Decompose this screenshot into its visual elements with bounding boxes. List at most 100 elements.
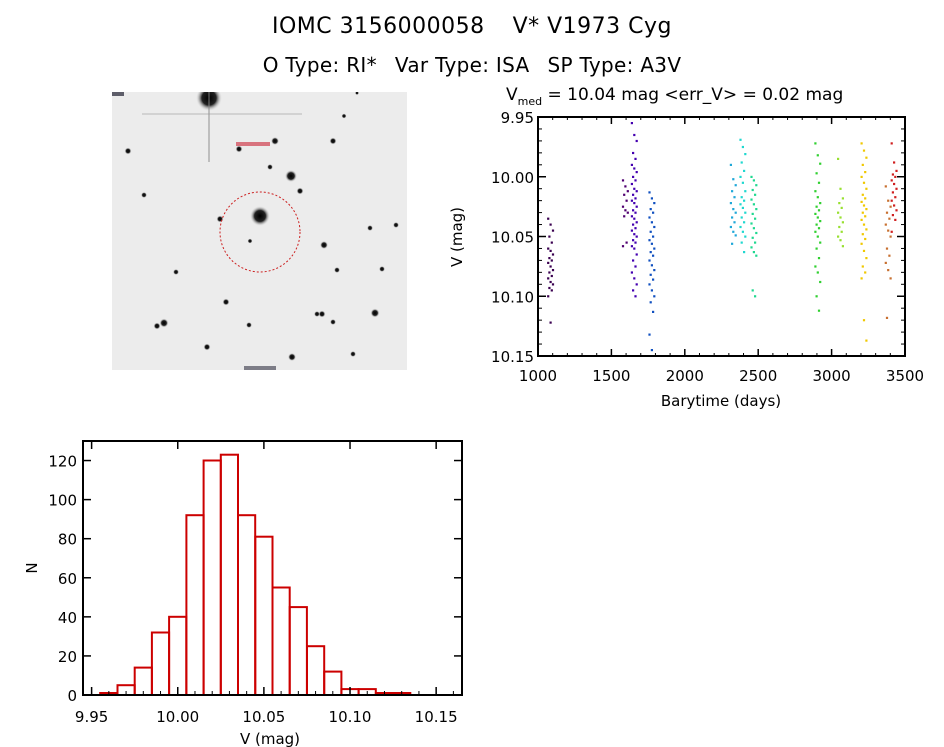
lc-point (634, 197, 637, 200)
hist-ytick-label: 100 (48, 492, 77, 510)
lc-point (750, 222, 753, 225)
star (393, 222, 399, 228)
lc-point (888, 254, 891, 257)
hist-bar (168, 615, 188, 696)
lc-point (893, 204, 896, 207)
star (318, 310, 326, 318)
lc-point (860, 175, 863, 178)
lc-point (817, 181, 821, 184)
lc-point (733, 196, 736, 199)
hist-bar (150, 631, 171, 696)
lc-point (650, 264, 653, 267)
lc-point (814, 142, 817, 145)
hist-xtick-label: 9.95 (75, 708, 108, 726)
lc-point (732, 208, 735, 211)
lc-point (861, 193, 864, 196)
lc-point (632, 193, 635, 196)
lc-point (890, 199, 893, 202)
lc-point (633, 167, 636, 170)
star (370, 308, 380, 318)
lc-point (861, 163, 864, 166)
lc-point (731, 216, 734, 219)
star (285, 170, 297, 182)
lc-point (890, 230, 893, 233)
lc-point (653, 247, 656, 250)
lc-point (729, 225, 732, 229)
target-label (236, 142, 270, 146)
lc-point (887, 269, 890, 272)
lc-point (751, 212, 754, 215)
sp-type: SP Type: A3V (547, 53, 682, 77)
hist-ylabel: N (23, 562, 41, 573)
lc-xtick-label: 3500 (886, 367, 924, 385)
lc-point (891, 173, 894, 176)
lc-point (894, 218, 897, 221)
lc-point (634, 265, 637, 268)
lc-point (740, 216, 743, 219)
lc-ticks: 1000 1500 2000 2500 3000 3500 9.95 10.00 10.05 10… (491, 109, 924, 385)
lc-point (885, 247, 889, 250)
hist-ytick-label: 120 (48, 453, 77, 471)
lc-point (840, 230, 843, 233)
lc-point (744, 153, 747, 156)
lc-point (653, 202, 656, 205)
lc-point (860, 277, 863, 280)
lc-point (551, 269, 555, 272)
lc-point (841, 221, 844, 224)
lc-point (750, 246, 753, 249)
lc-point (865, 257, 868, 260)
lc-point (893, 161, 896, 164)
lc-point (743, 251, 746, 254)
lc-point (864, 237, 867, 241)
lc-point (860, 200, 863, 203)
lc-point (633, 217, 636, 220)
lc-point (755, 231, 758, 235)
hist-ytick-label: 60 (58, 570, 77, 588)
lc-point (862, 149, 866, 152)
lc-point (626, 211, 629, 214)
lc-point (754, 217, 757, 220)
lc-ytick-label: 9.95 (501, 109, 534, 127)
lc-point (865, 339, 868, 342)
lc-point (817, 309, 821, 312)
hist-xlabel: V (mag) (240, 730, 300, 747)
lc-point (623, 215, 626, 218)
lc-point (751, 289, 754, 292)
lc-point (819, 202, 822, 205)
lc-point (741, 230, 744, 233)
lc-point (840, 206, 843, 209)
lc-point (752, 227, 755, 230)
lc-title-rest: = 10.04 mag <err_V> = 0.02 mag (542, 85, 843, 105)
lc-point (648, 216, 651, 219)
star (153, 322, 161, 330)
lc-point (549, 223, 552, 226)
lc-point (865, 187, 868, 190)
lc-point (652, 211, 655, 214)
lc-point (633, 277, 636, 280)
lc-point (648, 239, 651, 242)
lc-point (837, 235, 840, 238)
lc-point (837, 157, 840, 160)
lc-point (740, 241, 743, 244)
lc-point (751, 236, 754, 239)
lc-point (743, 221, 746, 224)
lc-point (817, 209, 821, 212)
lc-point (739, 225, 742, 229)
lc-point (652, 254, 655, 257)
hist-xtick-label: 10.15 (415, 708, 458, 726)
lc-point (750, 198, 753, 201)
lc-point (630, 215, 633, 218)
lc-point (634, 227, 637, 230)
star (288, 353, 296, 361)
lc-point (864, 171, 867, 174)
lc-points (547, 122, 898, 352)
lc-point (650, 242, 653, 245)
lc-point (548, 271, 551, 274)
lc-point (635, 205, 638, 208)
lc-point (632, 259, 635, 262)
lc-point (649, 251, 652, 254)
image-label-top-left (112, 92, 124, 96)
o-type: O Type: RI* (262, 53, 377, 77)
star (246, 322, 252, 328)
lc-point (864, 271, 867, 274)
